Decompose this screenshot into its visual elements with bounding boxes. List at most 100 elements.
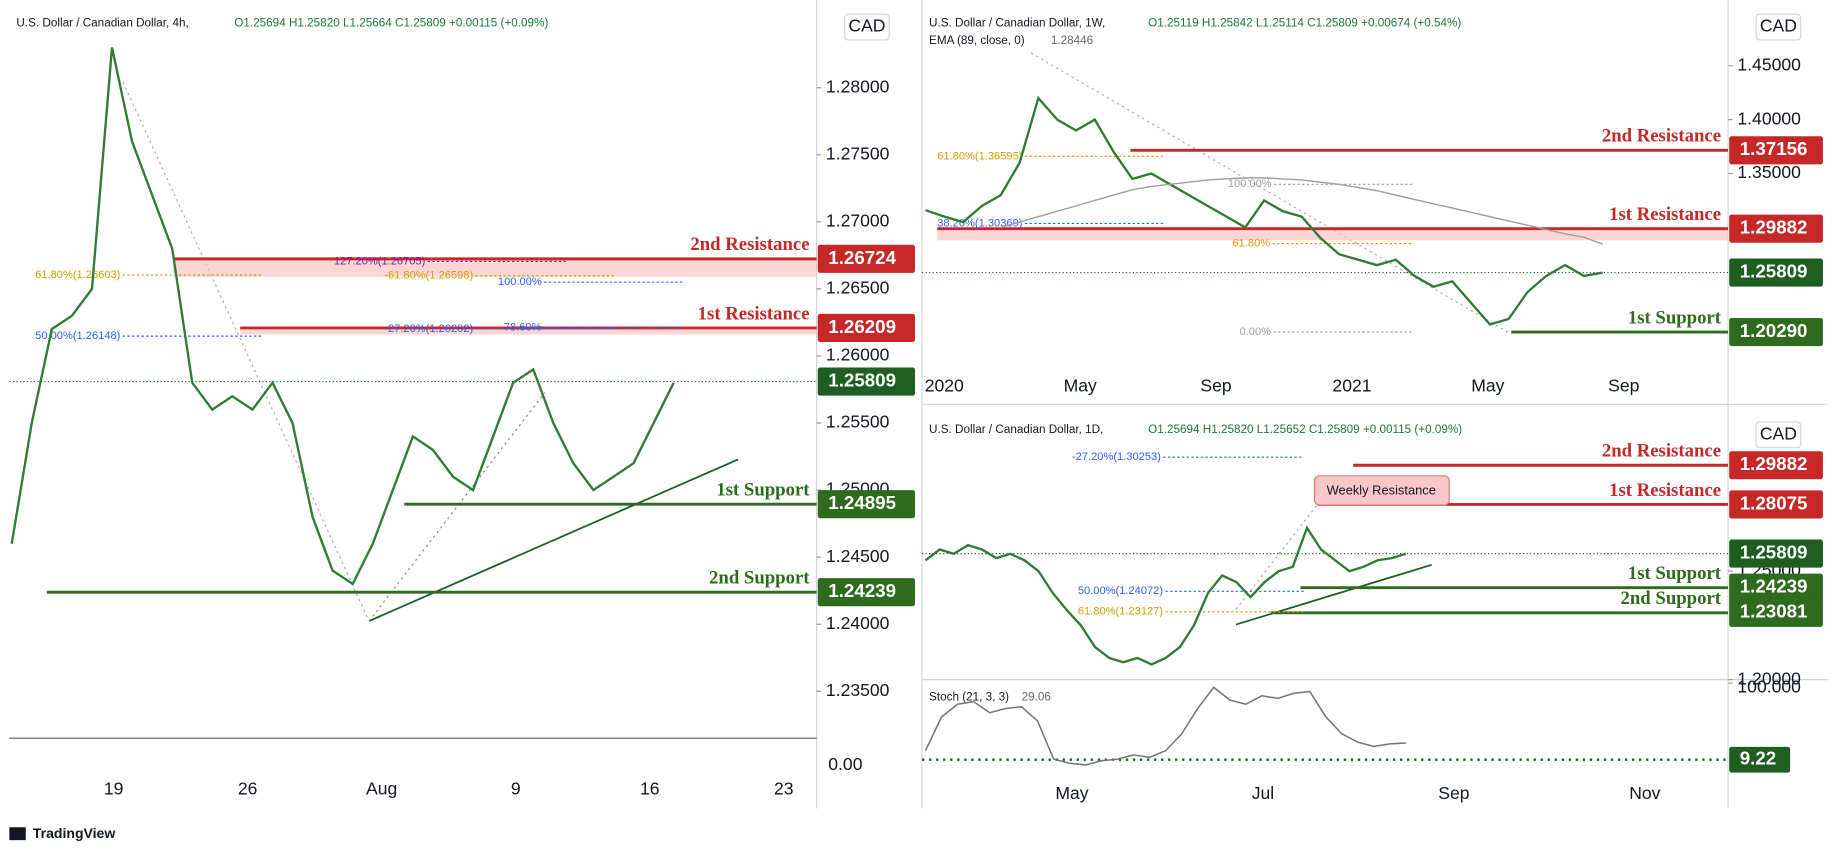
y-tick-label: 1.35000: [1737, 162, 1801, 182]
trend-line: [368, 458, 739, 622]
level-label: 1st Support: [1628, 307, 1722, 328]
currency-box: [1755, 421, 1802, 449]
ohlc-readout: O1.25694 H1.25820 L1.25664 C1.25809 +0.0…: [234, 17, 548, 30]
currency: CAD: [848, 16, 885, 36]
fib-label: 0.00%: [1240, 326, 1272, 338]
stoch-level-box: [1729, 746, 1791, 773]
currency: CAD: [1760, 423, 1797, 443]
last-price-box: [1729, 539, 1823, 568]
fib-label: -27.20%(1.30253): [1072, 451, 1161, 463]
level-price: 1.28075: [1740, 492, 1808, 513]
last-price-box: [817, 367, 915, 396]
x-tick-label: 2020: [925, 375, 964, 395]
level-price: 1.20290: [1740, 320, 1808, 341]
currency: CAD: [1760, 16, 1797, 36]
fib-label: 50.00%(1.26148): [35, 330, 121, 342]
x-tick-label: Nov: [1629, 783, 1660, 803]
fib-label: 61.80%(1.36595): [937, 150, 1023, 162]
x-tick-label: 16: [640, 778, 660, 798]
currency-box: [844, 13, 890, 41]
fib-connector: [368, 392, 546, 622]
level-label: 2nd Resistance: [690, 234, 809, 255]
level-label: 1st Support: [716, 480, 810, 501]
level-price: 1.24239: [1740, 576, 1808, 597]
fib-label: 61.80%(1.26603): [35, 269, 121, 281]
level-price: 1.23081: [1740, 601, 1808, 622]
footer-brand: TradingView: [33, 825, 116, 841]
ohlc-readout: O1.25119 H1.25842 L1.25114 C1.25809 +0.0…: [1148, 17, 1461, 30]
callout-box: [1313, 475, 1450, 506]
ema-line: [1000, 177, 1603, 245]
x-tick-label: Sep: [1608, 375, 1639, 395]
level-price: 1.24895: [828, 492, 896, 513]
fib-label: 127.20%(1.26705): [334, 255, 426, 267]
pane-value: 0.00: [828, 754, 862, 774]
y-tick-label: 1.20000: [1737, 668, 1801, 688]
fib-connector: [1235, 503, 1319, 610]
x-tick-label: May: [1064, 375, 1097, 395]
y-tick-label: 1.45000: [1737, 54, 1801, 74]
level-zone: [173, 258, 817, 277]
y-tick-label: 100.000: [1737, 676, 1801, 696]
brand-logo: [9, 827, 26, 841]
stoch-title: Stoch (21, 3, 3): [929, 690, 1009, 703]
fib-label: 100.00%: [1228, 178, 1272, 190]
fib-label: 50.00%(1.24072): [1078, 585, 1164, 597]
level-price: 1.29882: [1740, 453, 1808, 474]
level-price-box: [1729, 214, 1823, 243]
level-price-box: [1729, 136, 1823, 165]
level-price-box: [1729, 598, 1823, 627]
currency-box: [1755, 13, 1802, 41]
x-tick-label: Jul: [1252, 783, 1274, 803]
fib-label: -27.20%(1.26202): [384, 323, 473, 335]
y-tick-label: 1.26000: [826, 345, 890, 365]
level-label: 2nd Resistance: [1602, 441, 1721, 462]
trend-line: [1235, 563, 1432, 626]
level-label: 1st Resistance: [1609, 480, 1721, 501]
stoch-value: 29.06: [1022, 690, 1051, 703]
level-label: 2nd Support: [709, 568, 810, 589]
x-tick-label: May: [1055, 783, 1088, 803]
level-zone: [240, 327, 817, 335]
x-tick-label: 9: [511, 778, 521, 798]
fib-label: 78.60%: [504, 322, 542, 334]
level-label: 1st Resistance: [698, 303, 810, 324]
level-price-box: [1729, 490, 1823, 519]
level-price: 1.26209: [828, 316, 896, 337]
y-tick-label: 1.24000: [826, 613, 890, 633]
indicator-value: 1.28446: [1051, 34, 1093, 47]
y-tick-label: 1.25500: [826, 412, 890, 432]
level-price-box: [817, 244, 915, 273]
x-tick-label: 2021: [1332, 375, 1371, 395]
chart-title: U.S. Dollar / Canadian Dollar, 4h,: [16, 17, 188, 30]
callout: Weekly Resistance: [1327, 482, 1436, 497]
level-price-box: [817, 578, 915, 607]
level-price-box: [817, 313, 915, 342]
x-tick-label: Aug: [366, 778, 397, 798]
fib-label: 100.00%: [498, 276, 542, 288]
level-label: 1st Support: [1628, 563, 1722, 584]
y-tick-label: 1.27000: [826, 210, 890, 230]
level-price-box: [1729, 573, 1823, 602]
x-tick-label: May: [1471, 375, 1504, 395]
x-tick-label: 26: [238, 778, 258, 798]
stoch-level-value: 9.22: [1740, 748, 1776, 769]
x-tick-label: Sep: [1200, 375, 1231, 395]
x-tick-label: 23: [774, 778, 794, 798]
last-price: 1.25809: [1740, 261, 1808, 282]
level-label: 2nd Support: [1621, 588, 1722, 609]
fib-label: 38.20%(1.30369): [937, 217, 1023, 229]
level-price-box: [817, 490, 915, 519]
chart-title: U.S. Dollar / Canadian Dollar, 1W,: [929, 17, 1105, 30]
price-line: [925, 95, 1603, 326]
level-price-box: [1729, 317, 1823, 347]
chart-title: U.S. Dollar / Canadian Dollar, 1D,: [929, 423, 1103, 436]
x-tick-label: 19: [104, 778, 124, 798]
last-price: 1.25809: [1740, 542, 1808, 563]
fib-connector: [122, 81, 370, 622]
y-tick-label: 1.23500: [826, 680, 890, 700]
fib-label: -61.80%(1.26598): [384, 270, 473, 282]
level-price: 1.37156: [1740, 138, 1808, 159]
